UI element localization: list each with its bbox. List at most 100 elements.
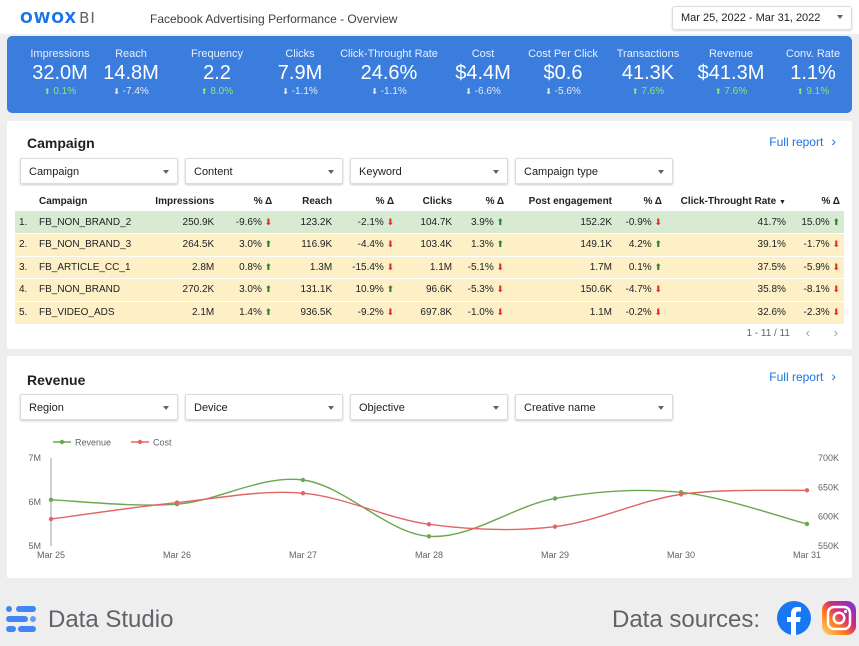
arrow-down-icon: ⬇ [264, 216, 273, 227]
data-sources-label: Data sources: [612, 606, 761, 633]
col-clicks-delta[interactable]: % Δ [485, 196, 505, 207]
cell-reach: 116.9K [276, 233, 337, 256]
pagination-status: 1 - 11 / 11 [746, 328, 790, 339]
date-range-picker[interactable]: Mar 25, 2022 - Mar 31, 2022 [672, 6, 852, 30]
cell-post-engagement: 149.1K [508, 233, 617, 256]
arrow-up-icon: ⬆ [631, 87, 639, 96]
cell-impressions: 2.1M [135, 300, 219, 324]
cell-ctr-delta: 15.0% ⬆ [789, 211, 844, 234]
filter-keyword[interactable]: Keyword [350, 158, 508, 184]
table-row[interactable]: 1. FB_NON_BRAND_2 250.9K -9.6% ⬇ 123.2K -2.1%… [15, 211, 844, 234]
delta-value: -5.3% [467, 284, 494, 296]
col-reach[interactable]: Reach [302, 196, 333, 207]
arrow-up-icon: ⬆ [264, 284, 273, 295]
filter-content[interactable]: Content [185, 158, 343, 184]
cell-ctr: 41.7% [665, 211, 790, 234]
owox-logo: OWOX BI [20, 9, 96, 27]
cell-clicks-delta: -1.0% ⬇ [456, 300, 509, 324]
arrow-up-icon: ⬆ [654, 261, 662, 272]
kpi-delta-value: -5.6% [554, 86, 581, 97]
y-left-tick-label: 6M [28, 497, 41, 507]
cell-impressions-delta: 3.0% ⬆ [218, 233, 277, 256]
filter-creative-name[interactable]: Creative name [515, 394, 673, 420]
kpi-delta-value: -6.6% [474, 86, 501, 97]
arrow-up-icon: ⬆ [264, 307, 273, 317]
y-right-tick-label: 650K [818, 482, 839, 492]
prev-page-icon[interactable]: ‹ [805, 325, 810, 340]
sort-desc-icon: ▼ [778, 199, 786, 206]
kpi-clicks: Clicks 7.9M ⬇ -1.1% [278, 48, 322, 97]
date-range-value: Mar 25, 2022 - Mar 31, 2022 [681, 12, 821, 24]
cell-reach-delta: -4.4% ⬇ [336, 233, 399, 256]
col-campaign[interactable]: Campaign [38, 196, 88, 207]
chevron-down-icon [328, 406, 334, 410]
campaign-name: FB_NON_BRAND_3 [34, 233, 136, 256]
col-post-engagement[interactable]: Post engagement [528, 196, 613, 207]
arrow-down-icon: ⬇ [386, 261, 395, 272]
col-post-delta[interactable]: % Δ [643, 196, 662, 207]
filter-label: Keyword [359, 166, 402, 178]
instagram-icon [822, 601, 856, 635]
col-reach-delta[interactable]: % Δ [375, 196, 395, 207]
filter-device[interactable]: Device [185, 394, 343, 420]
chevron-down-icon [163, 406, 169, 410]
delta-value: 0.1% [628, 261, 652, 273]
cell-ctr: 39.1% [665, 233, 790, 256]
cell-clicks: 104.7K [398, 211, 457, 234]
arrow-down-icon: ⬇ [654, 284, 662, 295]
kpi-cost-per-click: Cost Per Click $0.6 ⬇ -5.6% [528, 48, 598, 97]
kpi-scorecard-bar: Impressions 32.0M ⬆ 0.1% Reach 14.8M ⬇ -7.4% F… [7, 36, 852, 113]
kpi-value: $0.6 [543, 62, 583, 84]
y-right-tick-label: 700K [818, 453, 839, 463]
arrow-up-icon: ⬆ [832, 216, 840, 227]
chevron-down-icon [163, 170, 169, 174]
kpi-delta-value: -7.4% [122, 86, 149, 97]
data-point-revenue [300, 477, 306, 483]
arrow-up-icon: ⬆ [386, 284, 395, 295]
kpi-value: 2.2 [203, 62, 231, 84]
cell-clicks: 697.8K [398, 300, 457, 324]
col-ctr-delta[interactable]: % Δ [821, 196, 841, 207]
kpi-cost: Cost $4.4M ⬇ -6.6% [455, 48, 511, 97]
arrow-up-icon: ⬆ [496, 239, 505, 250]
kpi-frequency: Frequency 2.2 ⬆ 8.0% [191, 48, 243, 97]
filter-campaign[interactable]: Campaign [20, 158, 178, 184]
data-studio-logo-icon [6, 606, 36, 632]
table-row[interactable]: 4. FB_NON_BRAND 270.2K 3.0% ⬆ 131.1K 10.9% ⬆ 9… [15, 278, 844, 301]
col-ctr[interactable]: Click-Throught Rate ▼ [666, 192, 790, 211]
revenue-full-report-link[interactable]: Full report › [769, 368, 836, 384]
table-row[interactable]: 3. FB_ARTICLE_CC_1 2.8M 0.8% ⬆ 1.3M -15.4% ⬇ 1… [15, 255, 844, 279]
cell-ctr: 35.8% [665, 278, 790, 301]
cell-impressions: 250.9K [135, 211, 219, 234]
kpi-delta-value: -1.1% [380, 86, 407, 97]
filter-campaign-type[interactable]: Campaign type [515, 158, 673, 184]
table-row[interactable]: 2. FB_NON_BRAND_3 264.5K 3.0% ⬆ 116.9K -4.4% … [15, 233, 844, 256]
y-right-tick-label: 600K [818, 512, 839, 522]
col-impressions-delta[interactable]: % Δ [253, 196, 273, 207]
cell-reach: 131.1K [276, 278, 337, 301]
arrow-down-icon: ⬇ [386, 307, 395, 317]
table-row[interactable]: 5. FB_VIDEO_ADS 2.1M 1.4% ⬆ 936.5K -9.2% ⬇ 697… [15, 300, 844, 324]
filter-region[interactable]: Region [20, 394, 178, 420]
chevron-right-icon: › [831, 368, 836, 384]
filter-label: Device [194, 402, 228, 414]
arrow-down-icon: ⬇ [282, 87, 289, 96]
delta-value: -9.2% [357, 307, 384, 318]
kpi-value: $41.3M [697, 62, 765, 84]
campaign-full-report-link[interactable]: Full report › [769, 133, 836, 149]
delta-value: -9.6% [235, 216, 262, 228]
full-report-label: Full report [769, 370, 824, 384]
arrow-down-icon: ⬇ [832, 261, 840, 272]
next-page-icon[interactable]: › [833, 325, 838, 340]
data-point-cost [426, 522, 432, 527]
filter-objective[interactable]: Objective [350, 394, 508, 420]
kpi-delta: ⬆ 9.1% [786, 86, 840, 97]
campaign-name: FB_ARTICLE_CC_1 [34, 255, 136, 279]
kpi-delta: ⬇ -7.4% [103, 86, 159, 97]
series-line-revenue [50, 478, 808, 538]
revenue-cost-line-chart: Revenue Cost 5M 6M 7M 550K 600K 650K 700K Mar 25 M… [28, 438, 839, 561]
delta-value: -5.1% [467, 261, 494, 273]
col-impressions[interactable]: Impressions [155, 196, 215, 207]
cell-impressions-delta: 0.8% ⬆ [218, 255, 277, 279]
col-clicks[interactable]: Clicks [422, 196, 453, 207]
